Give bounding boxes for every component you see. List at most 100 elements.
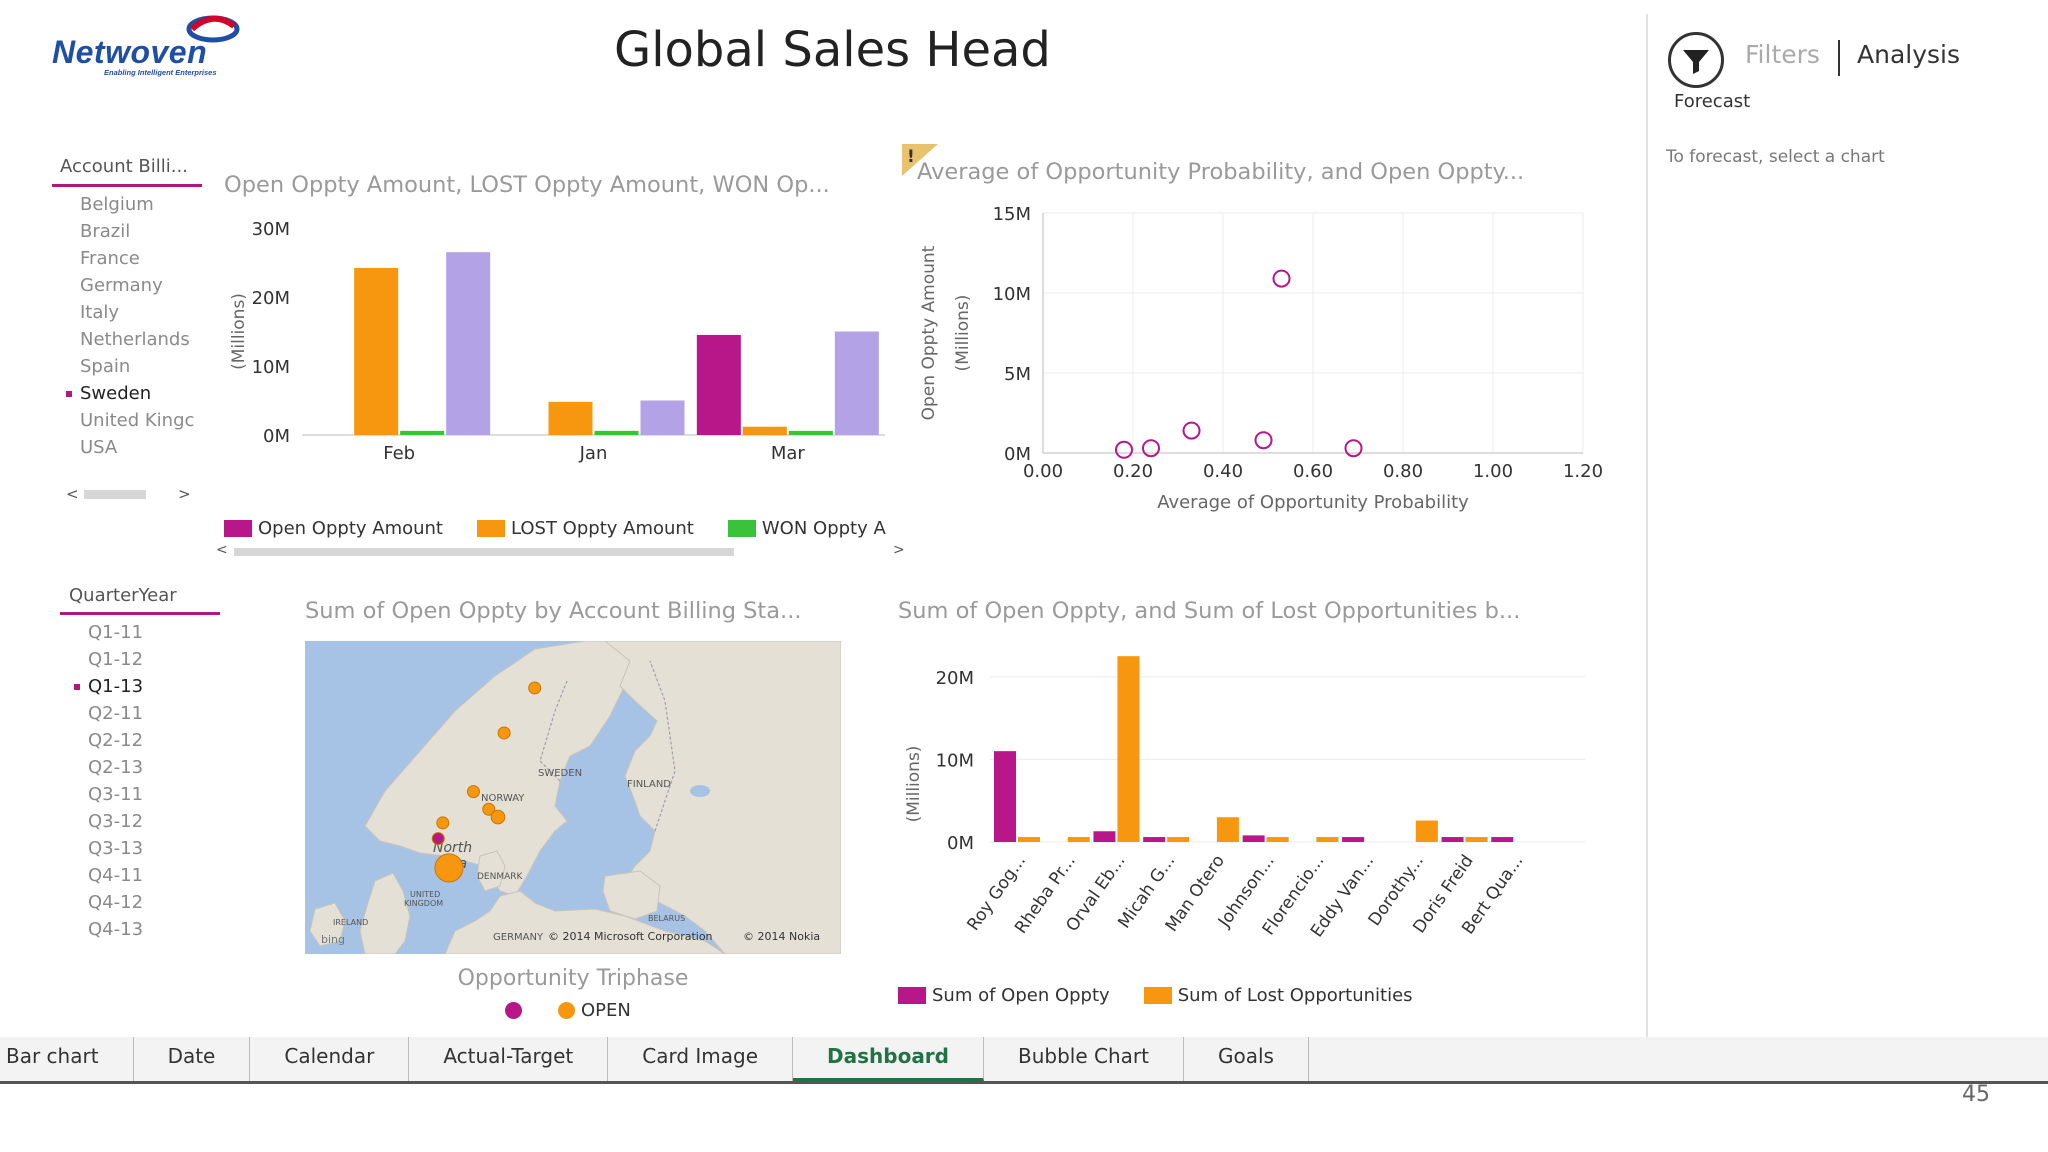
chart1-scroll-right[interactable]: >	[893, 542, 905, 558]
map-bubble	[497, 726, 511, 740]
chart2-x-axis-label: Average of Opportunity Probability	[1157, 492, 1469, 513]
chart4-legend-item[interactable]: Sum of Open Oppty	[898, 985, 1110, 1006]
map-legend: OPEN	[505, 1000, 631, 1021]
filter-funnel-icon[interactable]	[1668, 32, 1724, 88]
chart2-x-tick-label: 0.20	[1113, 461, 1153, 482]
chart1-legend-item[interactable]: WON Oppty A	[727, 518, 886, 539]
chart1-y-axis-label: (Millions)	[229, 293, 249, 370]
map-label-ireland: IRELAND	[333, 918, 368, 927]
tab-bar-chart[interactable]: Bar chart	[0, 1037, 134, 1081]
tab-actual-target[interactable]: Actual-Target	[409, 1037, 609, 1081]
chart4-legend-item[interactable]: Sum of Lost Opportunities	[1143, 985, 1413, 1006]
chart1-x-tick-label: Mar	[771, 443, 806, 464]
tab-goals[interactable]: Goals	[1184, 1037, 1309, 1081]
chart4-bar	[1167, 837, 1190, 842]
chart2-point	[1272, 269, 1291, 288]
chart1-scroll-left[interactable]: <	[216, 542, 228, 558]
chart1-legend-item[interactable]: LOST Oppty Amount	[476, 518, 694, 539]
tab-separator	[1838, 40, 1840, 76]
logo-tagline: Enabling Intelligent Enterprises	[104, 68, 217, 77]
selected-marker-icon	[66, 391, 72, 397]
forecast-hint: To forecast, select a chart	[1666, 147, 1885, 167]
tab-date[interactable]: Date	[134, 1037, 251, 1081]
chart4-bar	[1117, 656, 1140, 842]
slicer-scrollbar-thumb[interactable]	[84, 490, 146, 499]
tab-filters[interactable]: Filters	[1745, 40, 1820, 69]
page-title: Global Sales Head	[614, 22, 1051, 78]
quarter-slicer-item-q2-13[interactable]: Q2-13	[74, 754, 220, 781]
account-slicer-item-netherlands[interactable]: Netherlands	[66, 326, 202, 353]
chart1-bar	[548, 401, 593, 435]
chart2-x-tick-label: 0.00	[1023, 461, 1063, 482]
chart2-y-axis-unit: (Millions)	[953, 295, 973, 372]
account-slicer-item-spain[interactable]: Spain	[66, 353, 202, 380]
chart1-scrollbar-thumb[interactable]	[234, 548, 734, 556]
chart2-x-tick-label: 1.00	[1473, 461, 1513, 482]
account-slicer-item-germany[interactable]: Germany	[66, 272, 202, 299]
quarter-slicer-item-q2-12[interactable]: Q2-12	[74, 727, 220, 754]
account-slicer-item-label: United Kingc	[80, 410, 195, 431]
tab-calendar[interactable]: Calendar	[250, 1037, 410, 1081]
quarter-slicer-item-q2-11[interactable]: Q2-11	[74, 700, 220, 727]
forecast-label[interactable]: Forecast	[1674, 91, 1751, 112]
account-slicer-item-sweden[interactable]: Sweden	[66, 380, 202, 407]
account-slicer-item-usa[interactable]: USA	[66, 434, 202, 461]
legend-label: Open Oppty Amount	[258, 518, 443, 539]
quarter-slicer-item-q1-12[interactable]: Q1-12	[74, 646, 220, 673]
quarter-slicer-item-q4-11[interactable]: Q4-11	[74, 862, 220, 889]
quarter-slicer-item-q3-11[interactable]: Q3-11	[74, 781, 220, 808]
quarter-slicer-item-label: Q4-13	[88, 919, 144, 940]
map-label-finland: FINLAND	[627, 779, 671, 790]
quarter-slicer-item-q4-13[interactable]: Q4-13	[74, 916, 220, 943]
chart1-legend-item[interactable]: Open Oppty Amount	[224, 518, 443, 539]
quarter-slicer-item-q1-11[interactable]: Q1-11	[74, 619, 220, 646]
chart4-bar	[1465, 837, 1488, 842]
account-slicer-item-label: Sweden	[80, 383, 152, 404]
chart4-bar	[1415, 820, 1438, 842]
map-copyright-nokia: © 2014 Nokia	[743, 930, 820, 943]
land-uk	[359, 872, 411, 954]
quarter-slicer-item-q3-13[interactable]: Q3-13	[74, 835, 220, 862]
map-plot[interactable]: SWEDEN FINLAND NORWAY North Sea DENMARK …	[305, 641, 841, 954]
chart2-y-tick-label: 5M	[1004, 364, 1031, 385]
tab-bubble-chart[interactable]: Bubble Chart	[984, 1037, 1184, 1081]
account-slicer-item-brazil[interactable]: Brazil	[66, 218, 202, 245]
quarter-slicer-item-label: Q1-13	[88, 676, 144, 697]
quarter-slicer-item-label: Q1-11	[88, 622, 144, 643]
quarter-slicer-item-q1-13[interactable]: Q1-13	[74, 673, 220, 700]
quarter-slicer-item-q3-12[interactable]: Q3-12	[74, 808, 220, 835]
account-slicer-item-belgium[interactable]: Belgium	[66, 191, 202, 218]
account-slicer-item-italy[interactable]: Italy	[66, 299, 202, 326]
land-finland-russia	[604, 641, 841, 954]
map-label-north-sea-1: North	[433, 840, 472, 856]
tab-card-image[interactable]: Card Image	[608, 1037, 794, 1081]
chart1-bar	[696, 334, 741, 435]
chart4-bar	[1342, 837, 1365, 842]
chart2-plot[interactable]: 0.00 0.20 0.40 0.60 0.80 1.00 1.20 0M 5M 10M 15M Av…	[910, 195, 1630, 520]
account-slicer-item-united-kingc[interactable]: United Kingc	[66, 407, 202, 434]
chart2-y-tick-label: 15M	[993, 204, 1031, 225]
slicer-scroll-left[interactable]: <	[66, 485, 79, 503]
legend-swatch	[727, 520, 756, 537]
chart2-point	[1142, 439, 1160, 458]
chart1-bar	[446, 252, 491, 435]
quarter-slicer-item-label: Q2-12	[88, 730, 144, 751]
map-legend-item[interactable]	[505, 1000, 528, 1021]
tab-dashboard[interactable]: Dashboard	[793, 1037, 984, 1081]
legend-swatch	[898, 987, 926, 1004]
chart1-plot[interactable]: 0M 10M 20M 30M (Millions) Feb Jan Mar	[220, 210, 900, 475]
legend-swatch	[224, 520, 252, 537]
slicer-scroll-right[interactable]: >	[178, 485, 191, 503]
sheet-tabs: Bar chart Date Calendar Actual-Target Card I…	[0, 1037, 2048, 1084]
quarter-slicer-item-label: Q2-13	[88, 757, 144, 778]
map-label-norway: NORWAY	[481, 793, 525, 804]
map-legend-item[interactable]: OPEN	[558, 1000, 631, 1021]
account-slicer-item-france[interactable]: France	[66, 245, 202, 272]
quarter-slicer-item-label: Q4-11	[88, 865, 144, 886]
map-copyright: © 2014 Microsoft Corporation	[548, 930, 713, 943]
map-legend-title: Opportunity Triphase	[457, 966, 689, 991]
tab-analysis[interactable]: Analysis	[1857, 40, 1961, 69]
quarter-slicer: QuarterYear Q1-11 Q1-12 Q1-13 Q2-11 Q2-12 Q2-…	[60, 585, 220, 943]
quarter-slicer-item-q4-12[interactable]: Q4-12	[74, 889, 220, 916]
